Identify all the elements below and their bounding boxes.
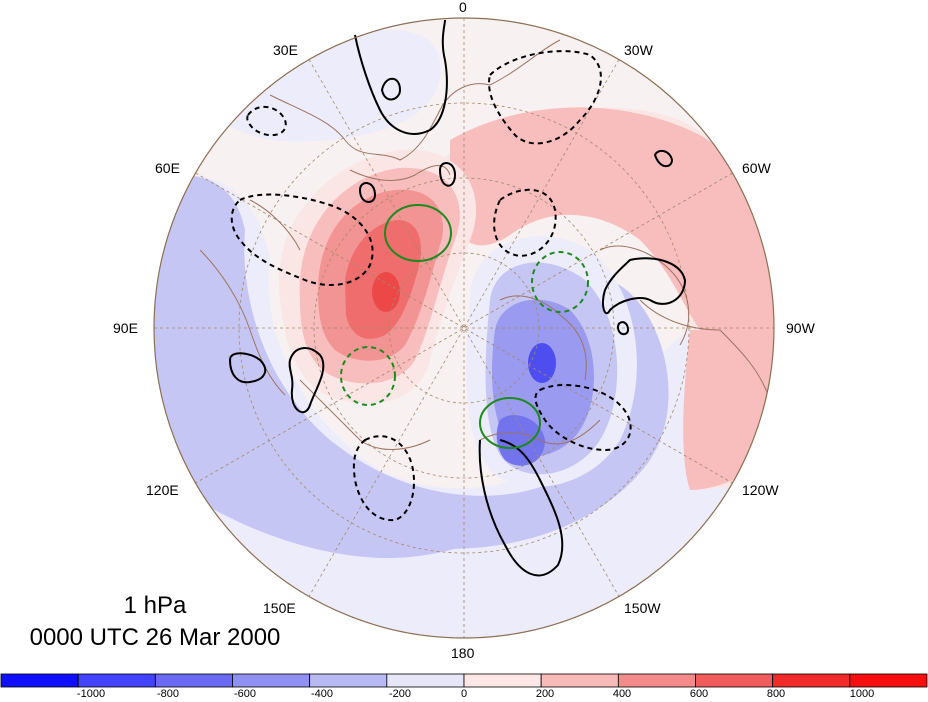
coastline-east-asia (299, 379, 431, 450)
colorbar-label: 1000 (849, 688, 875, 700)
dashed-contour (352, 435, 416, 522)
colorbar-swatch (386, 673, 465, 688)
coastline-scandinavia (349, 165, 451, 181)
coastline-north-america (639, 299, 771, 401)
coastlines (199, 39, 771, 450)
green-contours (340, 204, 589, 449)
solid-contour (288, 347, 325, 414)
colorbar-label: 600 (689, 688, 709, 700)
longitude-label-90w: 90W (786, 320, 815, 336)
solid-contour (653, 149, 674, 168)
colorbar-label: 800 (766, 688, 786, 700)
colorbar-label: 400 (612, 688, 632, 700)
colorbar-swatch (617, 673, 696, 688)
longitude-label-150e: 150E (263, 600, 296, 616)
solid-contour (616, 321, 630, 336)
positive-anomaly-band-400 (450, 107, 774, 330)
graticule (154, 18, 774, 638)
longitude-label-180: 180 (451, 645, 475, 661)
dashed-contour (246, 105, 287, 137)
colorbar-swatch (154, 673, 233, 688)
longitude-label-0: 0 (459, 0, 467, 15)
colorbar-swatch (772, 673, 851, 688)
longitude-label-150w: 150W (624, 600, 661, 616)
coastline-alaska (479, 419, 601, 445)
negative-anomaly-core-800 (496, 415, 545, 466)
colorbar-swatch (463, 673, 542, 688)
negative-anomaly-upper-left (200, 29, 441, 142)
dashed-contour (534, 384, 632, 452)
colorbar-label: -200 (388, 688, 412, 700)
dashed-contour (493, 188, 557, 257)
green-dashed-contour (340, 346, 396, 406)
solid-contour (354, 19, 448, 135)
longitude-label-120w: 120W (742, 482, 779, 498)
shaded-field (154, 18, 774, 638)
green-dashed-contour (531, 251, 589, 313)
longitude-label-30e: 30E (273, 42, 298, 58)
meridian-line (308, 59, 620, 597)
coastline-greenland (599, 245, 690, 346)
black-contours (228, 19, 687, 577)
dashed-contour (230, 193, 374, 286)
negative-anomaly-core-1000 (528, 343, 556, 383)
solid-contour (228, 352, 267, 384)
solid-contour (380, 77, 402, 101)
coastline-siberia (249, 199, 301, 251)
solid-contour (478, 439, 564, 577)
green-solid-contour (479, 397, 541, 449)
colorbar-label: -800 (156, 688, 180, 700)
colorbar (0, 673, 928, 688)
coastline-canadian-arctic (499, 295, 587, 381)
dashed-contour (488, 50, 602, 145)
longitude-label-60e: 60E (155, 160, 180, 176)
colorbar-swatch (232, 673, 311, 688)
colorbar-swatch (309, 673, 388, 688)
meridian-line (195, 172, 733, 484)
solid-contour (601, 257, 687, 315)
colorbar-swatch (849, 673, 928, 688)
colorbar-swatch (77, 673, 156, 688)
colorbar-label: 200 (535, 688, 555, 700)
colorbar-label: -1000 (76, 688, 106, 700)
colorbar-label: -600 (233, 688, 257, 700)
globe-outline (153, 17, 775, 639)
meridian-line (308, 59, 620, 597)
positive-anomaly-high-1000 (372, 272, 400, 312)
longitude-label-90e: 90E (113, 320, 138, 336)
colorbar-label: -400 (310, 688, 334, 700)
valid-time-label: 0000 UTC 26 Mar 2000 (29, 624, 281, 651)
solid-contour (358, 182, 377, 203)
longitude-label-30w: 30W (624, 42, 653, 58)
coastline-asia-south (199, 249, 286, 396)
meridian-line (195, 172, 733, 484)
longitude-label-120e: 120E (146, 482, 179, 498)
coastline-europe (269, 39, 561, 161)
colorbar-label: 0 (460, 688, 468, 700)
colorbar-swatch (695, 673, 774, 688)
colorbar-swatch (540, 673, 619, 688)
colorbar-swatch (0, 673, 79, 688)
latitude-circle (313, 177, 615, 479)
positive-anomaly-east-tail (683, 330, 774, 490)
negative-anomaly-wide-band (154, 177, 520, 559)
green-solid-contour (384, 204, 452, 262)
longitude-label-60w: 60W (742, 160, 771, 176)
pressure-level-label: 1 hPa (123, 592, 187, 619)
solid-contour (438, 162, 457, 187)
